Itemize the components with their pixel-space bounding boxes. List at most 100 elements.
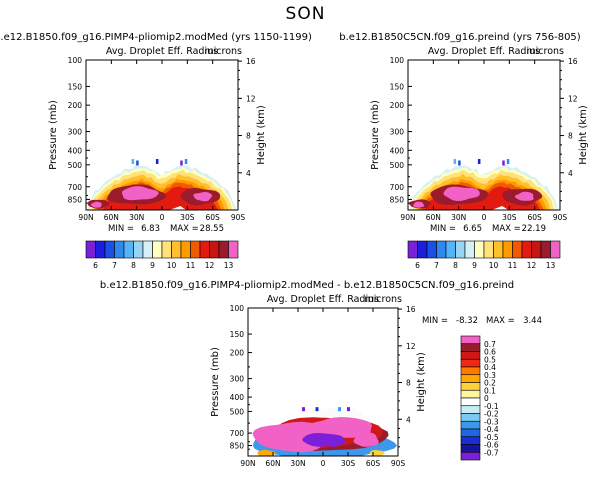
colorbar-label: 0.1	[484, 386, 496, 395]
y2-tick-label: 12	[568, 94, 578, 103]
min-value: -8.32	[456, 316, 478, 326]
colorbar-swatch	[460, 428, 481, 438]
y2-tick-label: 16	[568, 57, 578, 66]
colorbar-label: -0.2	[484, 410, 499, 419]
colorbar-label: 9	[150, 261, 155, 270]
max-value: 3.44	[523, 316, 542, 326]
x-tick-label: 0	[321, 459, 326, 468]
x-tick-label: 60S	[528, 213, 543, 222]
colorbar-swatch	[493, 240, 504, 259]
contour-speck	[477, 159, 481, 164]
min-label: MIN =	[430, 224, 456, 234]
colorbar-label: -0.1	[484, 402, 499, 411]
contour-speck	[458, 160, 461, 166]
colorbar-swatch	[464, 240, 475, 259]
x-tick-label: 90S	[391, 459, 406, 468]
max-value: 28.55	[200, 224, 224, 234]
panel-title: b.e12.B1850.f09_g16.PIMP4-pliomip2.modMe…	[100, 280, 514, 291]
y-axis-label: Pressure (mb)	[48, 100, 59, 170]
colorbar-swatch	[460, 420, 481, 430]
colorbar: 6 7 8 9 10 11 12 13	[85, 240, 239, 270]
y2-tick-label: 12	[406, 342, 416, 351]
colorbar-swatch	[95, 240, 106, 259]
panel-1: b.e12.B1850.f09_g16.PIMP4-pliomip2.modMe…	[0, 32, 312, 270]
contour-band	[305, 417, 372, 438]
colorbar-label: -0.6	[484, 441, 499, 450]
x-tick-label: 90S	[553, 213, 568, 222]
contour-speck	[502, 160, 505, 166]
colorbar-swatch	[228, 240, 239, 259]
contour-speck	[155, 159, 159, 164]
contour-speck	[315, 407, 319, 412]
colorbar-label: 7	[112, 261, 117, 270]
y-tick-label: 100	[68, 56, 83, 65]
colorbar-swatch	[171, 240, 182, 259]
x-tick-label: 90N	[240, 459, 255, 468]
y2-tick-label: 12	[246, 94, 256, 103]
x-tick-label: 30N	[451, 213, 466, 222]
colorbar-swatch	[407, 240, 418, 259]
colorbar-swatch	[455, 240, 466, 259]
contour-fill	[86, 159, 237, 210]
colorbar-label: 13	[224, 261, 234, 270]
panel-subtitle: Avg. Droplet Eff. Radius	[106, 46, 218, 57]
y-tick-label: 850	[68, 195, 83, 204]
colorbar-swatch	[460, 358, 481, 368]
contour-band	[443, 186, 480, 201]
x-tick-label: 30S	[502, 213, 517, 222]
colorbar-label: 0.5	[484, 355, 496, 364]
y2-tick-label: 8	[568, 132, 573, 141]
y-tick-label: 100	[390, 56, 405, 65]
contour-speck	[131, 159, 135, 164]
contour-speck	[347, 407, 350, 412]
colorbar-swatch	[460, 366, 481, 376]
y-tick-label: 700	[390, 183, 405, 192]
contour-speck	[184, 159, 188, 164]
x-tick-label: 0	[482, 213, 487, 222]
colorbar-label: 6	[415, 261, 420, 270]
colorbar-swatch	[218, 240, 229, 259]
y-tick-label: 500	[390, 161, 405, 170]
colorbar-swatch	[483, 240, 494, 259]
colorbar-label: 10	[167, 261, 177, 270]
y2-tick-label: 4	[568, 169, 573, 178]
colorbar-label: 6	[93, 261, 98, 270]
x-tick-label: 30S	[341, 459, 356, 468]
colorbar-label: 0.3	[484, 371, 496, 380]
min-value: 6.83	[141, 224, 160, 234]
y2-axis-label: Height (km)	[578, 105, 589, 165]
figure-title: SON	[286, 4, 326, 24]
colorbar-swatch	[104, 240, 115, 259]
colorbar: 0.70.60.50.40.30.20.10-0.1-0.2-0.3-0.4-0…	[460, 335, 499, 461]
x-tick-label: 30S	[180, 213, 195, 222]
colorbar-swatch	[114, 240, 125, 259]
x-tick-label: 90S	[231, 213, 246, 222]
x-tick-label: 60N	[104, 213, 119, 222]
panel-units: microns	[526, 46, 564, 57]
panel-subtitle: Avg. Droplet Eff. Radius	[267, 294, 379, 305]
colorbar-swatch	[199, 240, 210, 259]
colorbar-label: 0.7	[484, 340, 496, 349]
colorbar-swatch	[460, 343, 481, 352]
colorbar-swatch	[209, 240, 220, 259]
y2-axis-label: Height (km)	[416, 352, 427, 412]
y-tick-label: 200	[230, 349, 245, 358]
panel-3: b.e12.B1850.f09_g16.PIMP4-pliomip2.modMe…	[100, 280, 542, 468]
y2-tick-label: 4	[406, 415, 411, 424]
colorbar-swatch	[474, 240, 485, 259]
colorbar-swatch	[540, 240, 551, 259]
panel-subtitle: Avg. Droplet Eff. Radius	[428, 46, 540, 57]
x-tick-label: 30N	[129, 213, 144, 222]
y2-tick-label: 8	[246, 132, 251, 141]
y-tick-label: 300	[230, 375, 245, 384]
colorbar-swatch	[460, 382, 481, 391]
min-label: MIN =	[108, 224, 134, 234]
y-tick-label: 400	[230, 393, 245, 402]
x-tick-label: 0	[160, 213, 165, 222]
contour-band	[413, 201, 425, 208]
contour-fill	[408, 159, 559, 210]
contour-band	[514, 191, 534, 201]
colorbar-swatch	[123, 240, 134, 259]
min-label: MIN =	[422, 316, 448, 326]
